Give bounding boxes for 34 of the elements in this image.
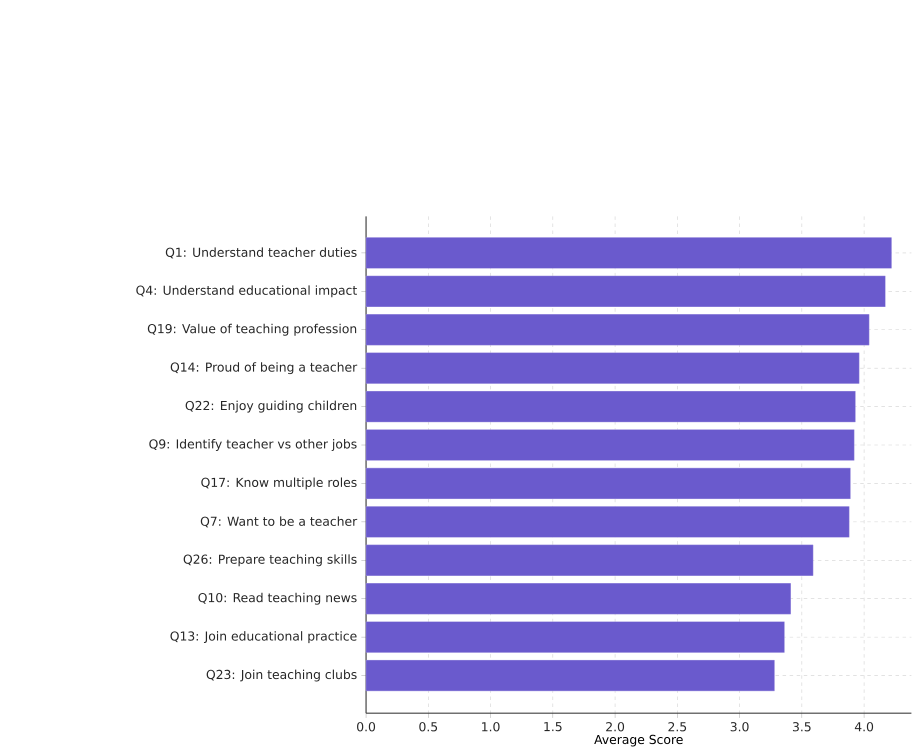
y-tick-label: Q26: Prepare teaching skills [184, 554, 357, 566]
y-tick-label: Q14: Proud of being a teacher [170, 362, 358, 374]
y-tick-label: Q4: Understand educational impact [136, 285, 357, 298]
bar [366, 314, 870, 346]
x-axis-title: Average Score [594, 734, 683, 746]
bar [366, 276, 886, 307]
y-tick-label: Q23: Join teaching clubs [206, 669, 357, 682]
x-tick-label: 1.5 [544, 722, 562, 732]
y-tick-label: Q17: Know multiple roles [201, 477, 357, 490]
x-tick-label: 2.5 [668, 722, 686, 732]
x-tick-label: 3.5 [792, 722, 811, 732]
bar [366, 237, 892, 268]
bar [366, 660, 775, 691]
y-tick-label: Q22: Enjoy guiding children [186, 400, 356, 412]
bar [366, 429, 854, 460]
y-tick-label: Q13: Join educational practice [170, 630, 357, 643]
bar [366, 506, 850, 538]
x-tick-label: 3.0 [730, 722, 749, 732]
x-tick-label: 2.0 [606, 722, 624, 732]
bar [366, 390, 856, 422]
x-tick-label: 0.0 [357, 722, 376, 732]
bar [366, 582, 791, 614]
y-tick-label: Q9: Identify teacher vs other jobs [149, 438, 357, 451]
y-tick-label: Q7: Want to be a teacher [200, 516, 358, 528]
x-tick-label: 1.0 [482, 722, 500, 732]
bar [366, 621, 785, 653]
x-tick-label: 0.5 [419, 722, 438, 732]
bar [366, 544, 814, 576]
bar [366, 352, 860, 384]
y-tick-label: Q1: Understand teacher duties [166, 247, 357, 258]
y-tick-label: Q10: Read teaching news [198, 592, 357, 604]
y-tick-label: Q19: Value of teaching profession [148, 324, 356, 336]
x-tick-label: 4.0 [854, 722, 874, 732]
bar [366, 468, 851, 499]
